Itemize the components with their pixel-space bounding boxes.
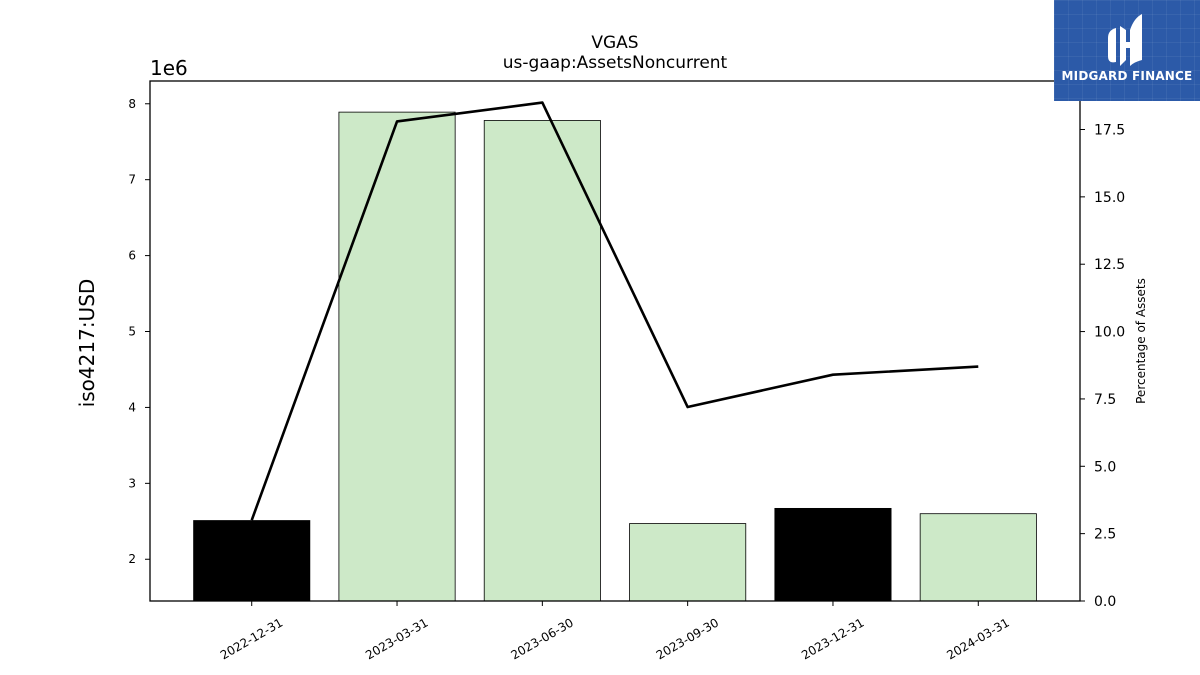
y2-tick-label: 17.5 <box>1094 122 1125 138</box>
y-axis-label: iso4217:USD <box>75 279 99 408</box>
logo-text: MIDGARD FINANCE <box>1061 69 1193 83</box>
bar <box>483 120 601 602</box>
y2-axis-label: Percentage of Assets <box>1134 278 1148 404</box>
bar <box>193 520 311 602</box>
bar <box>774 507 892 602</box>
y-offset-label: 1e6 <box>150 56 188 80</box>
y2-tick-label: 2.5 <box>1094 527 1116 543</box>
bar <box>919 513 1037 602</box>
chart-subtitle: us-gaap:AssetsNoncurrent <box>503 53 728 73</box>
y2-tick-label: 5.0 <box>1094 459 1116 475</box>
midgard-finance-logo: MIDGARD FINANCE <box>1054 0 1200 101</box>
y2-tick-label: 10.0 <box>1094 325 1125 341</box>
y-tick-label: 7 <box>128 173 136 187</box>
bars-group <box>193 111 1037 602</box>
y-tick-label: 3 <box>128 476 136 490</box>
y2-tick-label: 0.0 <box>1094 594 1116 610</box>
x-tick-label: 2024-03-31 <box>944 615 1011 662</box>
y2-tick-label: 7.5 <box>1094 392 1116 408</box>
bar <box>338 111 456 602</box>
percent-line-group <box>250 101 979 521</box>
y-tick-label: 5 <box>128 325 136 339</box>
bar <box>629 523 747 602</box>
x-tick-label: 2023-03-31 <box>363 615 430 662</box>
x-tick-label: 2023-12-31 <box>799 615 866 662</box>
y-tick-label: 4 <box>128 400 136 414</box>
y-tick-label: 2 <box>128 552 136 566</box>
chart-title: VGAS <box>591 33 638 53</box>
y-tick-label: 6 <box>128 249 136 263</box>
y-tick-label: 8 <box>128 97 136 111</box>
plot-frame <box>149 80 1081 602</box>
percent-line <box>250 101 979 521</box>
logo-mark-icon <box>1108 14 1142 66</box>
x-tick-label: 2023-06-30 <box>508 615 575 662</box>
y2-tick-label: 12.5 <box>1094 257 1125 273</box>
y2-tick-label: 15.0 <box>1094 190 1125 206</box>
x-tick-label: 2022-12-31 <box>218 615 285 662</box>
x-tick-label: 2023-09-30 <box>654 615 721 662</box>
